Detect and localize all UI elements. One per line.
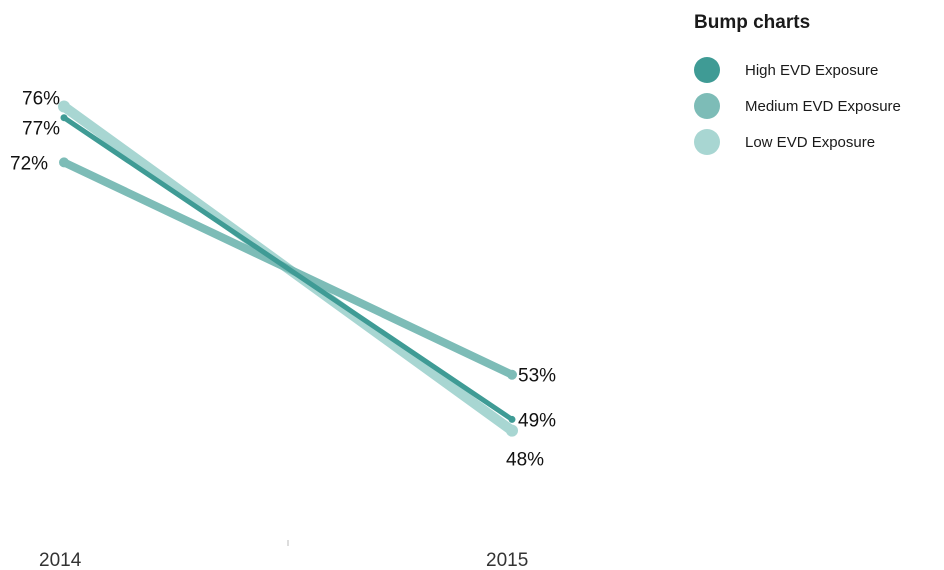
data-label-1-1: 53%	[518, 366, 556, 387]
data-label-2-1: 48%	[506, 450, 544, 471]
series-point-1-0	[59, 157, 69, 168]
data-label-0-1: 49%	[518, 410, 556, 431]
series-point-0-0	[60, 114, 68, 122]
x-tick-label-0: 2014	[39, 550, 82, 570]
legend-item-1: Medium EVD Exposure	[694, 88, 944, 124]
legend-label-0: High EVD Exposure	[745, 61, 879, 79]
legend-label-1: Medium EVD Exposure	[745, 97, 901, 115]
legend-swatch-1	[694, 93, 720, 119]
legend-swatch-0	[694, 57, 720, 83]
data-label-1-0: 72%	[10, 153, 48, 174]
legend-swatch-2	[694, 129, 720, 155]
data-label-0-0: 76%	[22, 89, 60, 110]
series-points	[58, 100, 518, 437]
x-tick-label-1: 2015	[486, 550, 528, 570]
series-point-1-1	[507, 369, 517, 380]
legend-items: High EVD Exposure Medium EVD Exposure Low …	[694, 52, 944, 160]
series-point-2-1	[506, 424, 518, 437]
legend: Bump charts High EVD Exposure Medium EVD …	[694, 12, 944, 160]
series-point-0-1	[508, 415, 516, 423]
series-point-2-0	[58, 100, 70, 113]
series-lines	[59, 101, 517, 436]
x-axis: 2014 2015	[39, 540, 528, 570]
legend-title: Bump charts	[694, 12, 811, 33]
data-labels: 76% 49% 72% 53% 77% 48%	[10, 89, 556, 471]
legend-item-2: Low EVD Exposure	[694, 124, 944, 160]
legend-label-2: Low EVD Exposure	[745, 133, 876, 151]
data-label-2-0: 77%	[22, 119, 60, 140]
series-line-0	[61, 115, 515, 422]
legend-item-0: High EVD Exposure	[694, 52, 944, 88]
